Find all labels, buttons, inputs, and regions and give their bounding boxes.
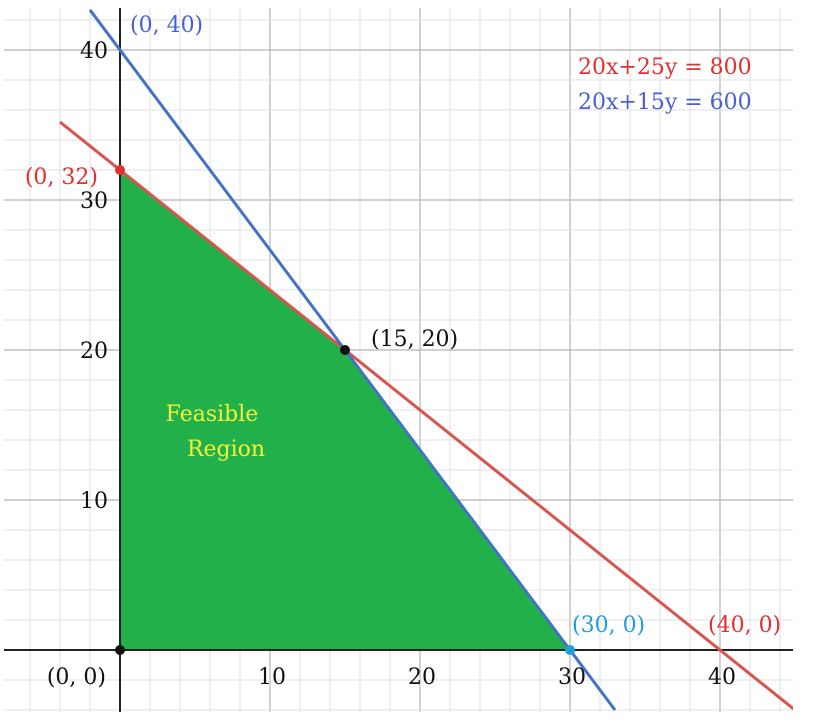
feasible-region bbox=[120, 170, 570, 650]
legend-entry: 20x+25y = 800 bbox=[578, 55, 752, 80]
x-tick-label: 40 bbox=[708, 665, 736, 690]
point-label: (15, 20) bbox=[371, 327, 458, 352]
y-tick-label: 30 bbox=[80, 189, 108, 214]
constraint-line-1 bbox=[59, 120, 793, 711]
y-tick-label: 20 bbox=[80, 339, 108, 364]
vertex-point bbox=[115, 165, 125, 175]
y-tick-label: 40 bbox=[80, 39, 108, 64]
legend-entry: 20x+15y = 600 bbox=[578, 90, 752, 115]
point-label: (40, 0) bbox=[708, 613, 781, 638]
constraint-line-2 bbox=[88, 9, 617, 711]
point-label: (30, 0) bbox=[572, 613, 645, 638]
region-label-line2: Region bbox=[187, 437, 265, 462]
vertex-point bbox=[115, 645, 125, 655]
x-tick-label: 20 bbox=[408, 665, 436, 690]
region-label-line1: Feasible bbox=[166, 402, 259, 427]
x-tick-label: 10 bbox=[258, 665, 286, 690]
vertex-point bbox=[565, 645, 575, 655]
point-label: (0, 40) bbox=[130, 13, 203, 38]
x-tick-label: 30 bbox=[558, 665, 586, 690]
y-tick-label: 10 bbox=[80, 489, 108, 514]
vertex-point bbox=[340, 345, 350, 355]
point-label: (0, 0) bbox=[47, 665, 106, 690]
point-label: (0, 32) bbox=[25, 165, 98, 190]
